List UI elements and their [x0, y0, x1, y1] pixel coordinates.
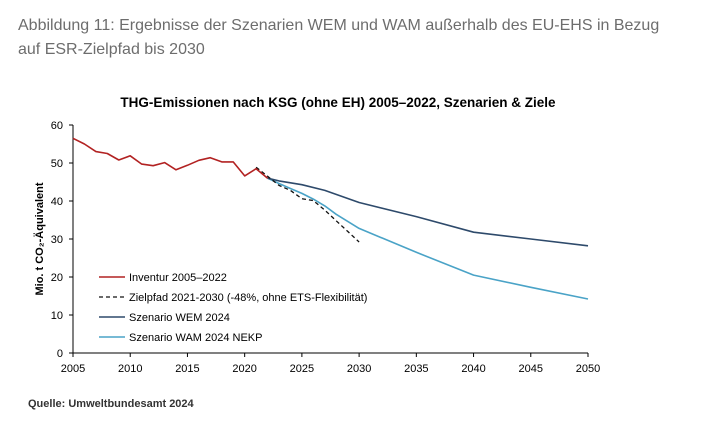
x-tick-label: 2005	[61, 363, 85, 375]
y-tick-label: 30	[51, 234, 63, 246]
y-axis-label: Mio. t CO₂-Äquivalent	[33, 182, 46, 295]
figure-caption: Abbildung 11: Ergebnisse der Szenarien W…	[18, 17, 660, 58]
y-tick-label: 0	[57, 348, 63, 360]
series-line-3	[267, 177, 589, 300]
x-tick-label: 2010	[118, 363, 142, 375]
source-note: Quelle: Umweltbundesamt 2024	[28, 398, 194, 410]
x-tick-label: 2040	[461, 363, 485, 375]
y-tick-label: 10	[51, 310, 63, 322]
y-tick-label: 20	[51, 272, 63, 284]
legend-label-2: Szenario WEM 2024	[129, 312, 230, 324]
chart-title: THG-Emissionen nach KSG (ohne EH) 2005–2…	[120, 95, 556, 110]
series-line-0	[72, 137, 269, 179]
legend-label-3: Szenario WAM 2024 NEKP	[129, 332, 262, 344]
series-line-1	[255, 166, 360, 243]
legend-label-0: Inventur 2005–2022	[129, 272, 227, 284]
legend-label-1: Zielpfad 2021-2030 (-48%, ohne ETS-Flexi…	[129, 292, 367, 304]
y-tick-label: 60	[51, 120, 63, 132]
x-tick-label: 2025	[290, 363, 314, 375]
y-tick-label: 40	[51, 196, 63, 208]
y-tick-label: 50	[51, 158, 63, 170]
x-tick-label: 2015	[175, 363, 199, 375]
x-tick-label: 2045	[519, 363, 543, 375]
x-tick-label: 2020	[232, 363, 256, 375]
series-line-2	[267, 177, 589, 247]
x-tick-label: 2030	[347, 363, 371, 375]
legend: Inventur 2005–2022 Zielpfad 2021-2030 (-4…	[99, 272, 367, 344]
plot-area	[72, 137, 589, 300]
x-tick-label: 2035	[404, 363, 428, 375]
x-tick-label: 2050	[576, 363, 600, 375]
